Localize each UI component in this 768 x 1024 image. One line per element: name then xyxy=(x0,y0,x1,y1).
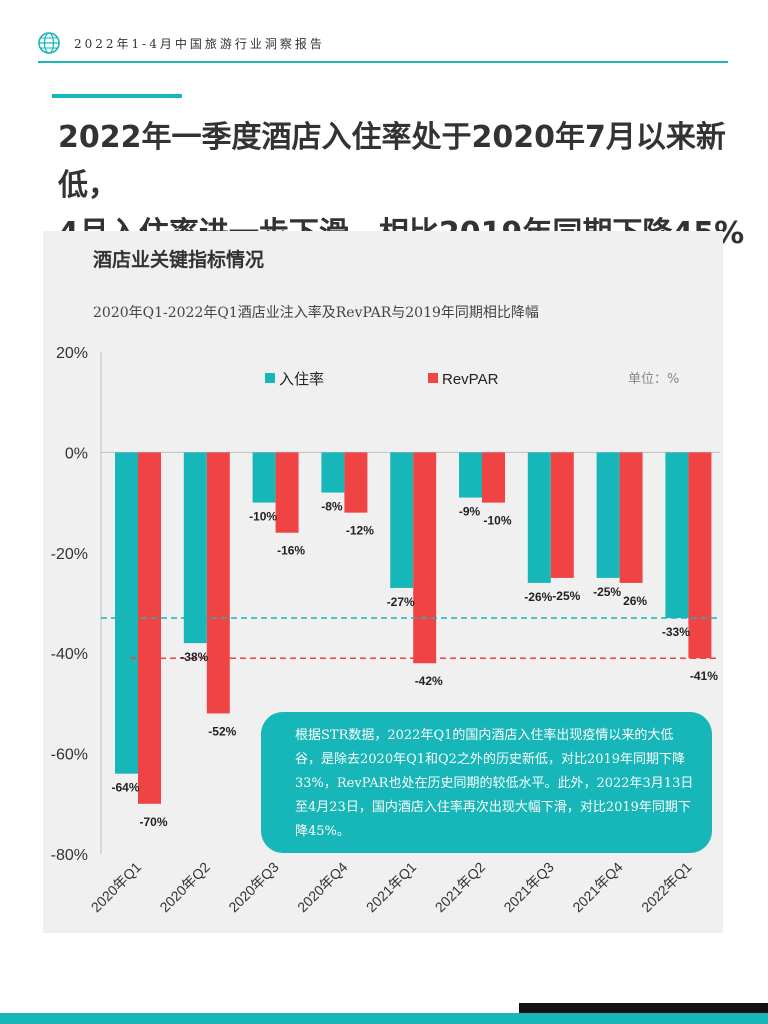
footer-bar-black xyxy=(519,1003,768,1013)
x-tick-label: 2020年Q3 xyxy=(225,859,282,916)
bar-occupancy xyxy=(183,452,207,644)
y-tick-label: 20% xyxy=(56,345,88,362)
data-label: -10% xyxy=(249,510,277,524)
bar-occupancy xyxy=(596,452,620,578)
x-tick-label: 2020年Q4 xyxy=(294,859,351,916)
bar-occupancy xyxy=(321,452,345,493)
x-tick-label: 2022年Q1 xyxy=(638,859,695,916)
data-label: -9% xyxy=(459,505,481,519)
bar-occupancy xyxy=(459,452,482,498)
bar-revpar xyxy=(344,452,368,513)
bar-revpar xyxy=(482,452,505,503)
x-tick-label: 2021年Q2 xyxy=(432,859,489,916)
bar-occupancy xyxy=(390,452,414,588)
y-tick-label: 0% xyxy=(65,445,88,462)
data-label: -8% xyxy=(321,500,343,514)
footer-bar-teal xyxy=(0,1013,768,1024)
bar-revpar xyxy=(688,452,712,659)
data-label: -64% xyxy=(111,781,139,795)
y-tick-label: -20% xyxy=(51,546,88,563)
data-label: -33% xyxy=(662,625,690,639)
legend-swatch xyxy=(265,373,275,383)
data-label: -26% xyxy=(524,590,552,604)
x-tick-label: 2020年Q2 xyxy=(156,859,213,916)
panel-title: 酒店业关键指标情况 xyxy=(93,249,265,271)
data-label: 26% xyxy=(623,594,647,608)
data-label: -25% xyxy=(552,589,580,603)
headline-line-1: 2022年一季度酒店入住率处于2020年7月以来新低， xyxy=(58,120,726,203)
report-header: 2022年1-4月中国旅游行业洞察报告 xyxy=(38,30,728,62)
bar-revpar xyxy=(550,452,574,578)
annotation-text: 根据STR数据，2022年Q1的国内酒店入住率出现疫情以来的大低谷，是除去202… xyxy=(295,728,694,839)
data-label: -12% xyxy=(346,524,374,538)
legend-swatch xyxy=(428,373,438,383)
bar-revpar xyxy=(138,452,161,804)
report-title: 2022年1-4月中国旅游行业洞察报告 xyxy=(74,37,325,51)
y-tick-label: -80% xyxy=(51,847,88,864)
legend-label: 入住率 xyxy=(279,371,324,388)
data-label: -10% xyxy=(483,514,511,528)
header-divider xyxy=(38,61,728,63)
data-label: -70% xyxy=(139,815,167,829)
data-label: -38% xyxy=(180,650,208,664)
bar-occupancy xyxy=(252,452,276,503)
bar-revpar xyxy=(413,452,437,664)
bar-revpar xyxy=(275,452,299,533)
data-label: -16% xyxy=(277,544,305,558)
bar-revpar xyxy=(619,452,643,583)
x-tick-label: 2020年Q1 xyxy=(88,859,145,916)
x-tick-label: 2021年Q4 xyxy=(569,859,626,916)
y-tick-label: -60% xyxy=(51,747,88,764)
bar-occupancy xyxy=(665,452,689,619)
unit-label: 单位：% xyxy=(628,372,679,387)
data-label: -41% xyxy=(690,669,718,683)
data-label: -25% xyxy=(593,585,621,599)
y-tick-label: -40% xyxy=(51,646,88,663)
globe-logo-icon xyxy=(38,32,60,54)
annotation-box: 根据STR数据，2022年Q1的国内酒店入住率出现疫情以来的大低谷，是除去202… xyxy=(261,712,712,853)
data-label: -52% xyxy=(208,724,236,738)
data-label: -42% xyxy=(415,674,443,688)
x-tick-label: 2021年Q1 xyxy=(363,859,420,916)
bar-occupancy xyxy=(527,452,551,583)
data-label: -27% xyxy=(387,595,415,609)
bar-occupancy xyxy=(115,452,138,774)
accent-divider xyxy=(52,94,182,98)
bar-revpar xyxy=(206,452,230,714)
x-tick-label: 2021年Q3 xyxy=(500,859,557,916)
legend-label: RevPAR xyxy=(442,371,499,388)
chart-subtitle: 2020年Q1-2022年Q1酒店业注入率及RevPAR与2019年同期相比降幅 xyxy=(93,305,539,321)
